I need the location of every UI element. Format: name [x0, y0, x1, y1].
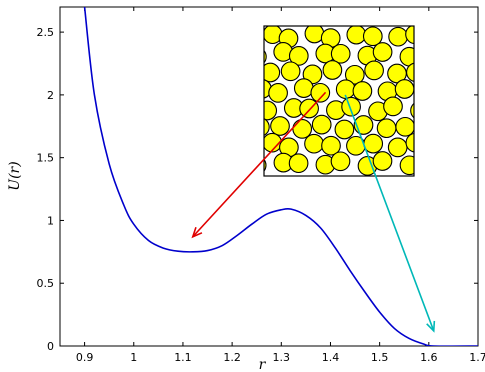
inset-disk	[264, 100, 278, 121]
inset-disk	[321, 135, 341, 156]
tick-marks	[60, 7, 479, 347]
inset-disk	[304, 26, 325, 44]
annotation-arrow	[344, 94, 436, 333]
inset-disk	[288, 46, 309, 66]
inset-disk	[387, 137, 408, 158]
inset-disk	[341, 96, 361, 117]
y-tick-label: 1.5	[37, 152, 55, 165]
inset-disk	[364, 60, 384, 81]
x-tick-label: 1.1	[174, 351, 192, 364]
y-tick-label: 1	[47, 214, 54, 227]
y-tick-label: 2.5	[37, 26, 55, 39]
x-tick-label: 1.6	[420, 351, 438, 364]
inset-disk	[299, 98, 319, 119]
y-tick-labels: 0 0.5 1 1.5 2 2.5	[37, 26, 55, 353]
inset-disk	[395, 116, 414, 137]
x-tick-label: 1.7	[469, 351, 485, 364]
inset-disk	[330, 151, 351, 172]
inset-disk	[388, 26, 408, 47]
inset-disk	[372, 42, 393, 62]
inset-disk	[383, 96, 403, 117]
inset-disk	[330, 43, 351, 64]
x-tick-labels: 0.9 1 1.1 1.2 1.3 1.4 1.5 1.6 1.7	[76, 351, 485, 364]
x-tick-label: 1.3	[273, 351, 291, 364]
y-tick-label: 0	[47, 340, 54, 353]
inset-border	[263, 25, 415, 177]
inset-disks	[264, 26, 414, 176]
potential-curve	[83, 7, 478, 346]
inset-disk-packing	[263, 25, 415, 177]
inset-disk	[334, 119, 355, 140]
inset-disk	[310, 82, 331, 103]
series-layer	[83, 7, 478, 346]
inset-disk	[268, 83, 288, 103]
x-tick-label: 1.2	[223, 351, 241, 364]
x-axis-label: r	[259, 357, 267, 372]
y-tick-label: 2	[47, 89, 54, 102]
inset-disk	[346, 26, 367, 45]
inset-disk	[280, 61, 301, 82]
inset-disk	[394, 79, 414, 99]
annotation-layer	[191, 91, 436, 333]
inset-disk	[270, 116, 290, 136]
inset-disk	[293, 78, 314, 98]
inset-disk	[372, 151, 393, 171]
inset-disk	[311, 114, 332, 135]
inset-disk	[410, 102, 414, 119]
inset-disk	[288, 153, 309, 174]
inset-disk	[406, 62, 414, 82]
inset-disk	[376, 118, 397, 139]
inset-disk	[264, 118, 270, 136]
x-tick-label: 1.4	[322, 351, 340, 364]
inset-disk	[362, 26, 383, 47]
x-tick-label: 0.9	[76, 351, 94, 364]
annotation-arrow	[191, 91, 327, 239]
inset-disk	[264, 62, 281, 83]
inset-disk	[405, 132, 414, 153]
y-axis-label: U(r)	[7, 161, 23, 190]
inset-disk	[304, 133, 324, 154]
x-tick-label: 1.5	[371, 351, 389, 364]
inset-disk	[405, 26, 414, 45]
inset-disk	[322, 60, 343, 80]
inset-disk	[352, 81, 373, 101]
x-tick-label: 1	[130, 351, 137, 364]
y-tick-label: 0.5	[37, 277, 55, 290]
inset-disk	[344, 64, 365, 85]
inset-disk	[399, 155, 414, 176]
